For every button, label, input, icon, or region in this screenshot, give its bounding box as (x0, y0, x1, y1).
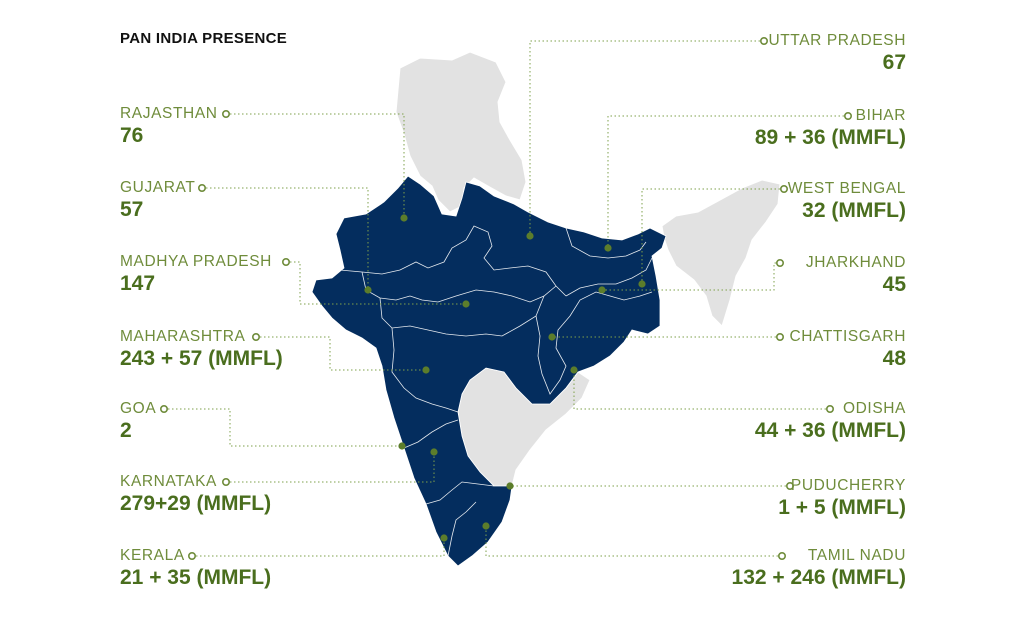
state-name: TAMIL NADU (807, 547, 906, 564)
label-maharashtra: MAHARASHTRA 243 + 57 (MMFL) (120, 328, 283, 372)
state-count: 76 (120, 124, 144, 147)
state-count: 2 (120, 419, 132, 442)
state-name: RAJASTHAN (120, 105, 218, 122)
label-madhya-pradesh: MADHYA PRADESH 147 (120, 253, 272, 297)
state-count: 48 (882, 347, 906, 370)
label-tamil-nadu: TAMIL NADU 132 + 246 (MMFL) (732, 547, 906, 591)
state-count: 89 + 36 (MMFL) (754, 126, 906, 149)
state-name: BIHAR (855, 107, 906, 124)
state-name: MADHYA PRADESH (120, 253, 272, 270)
state-name: KARNATAKA (120, 473, 217, 490)
state-count: 67 (882, 51, 906, 74)
state-name: GUJARAT (120, 179, 196, 196)
state-count: 279+29 (MMFL) (120, 492, 272, 515)
label-puducherry: PUDUCHERRY 1 + 5 (MMFL) (778, 477, 906, 521)
north-region-shape (395, 51, 527, 213)
label-gujarat: GUJARAT 57 (120, 179, 195, 223)
label-bihar: BIHAR 89 + 36 (MMFL) (755, 107, 906, 151)
state-name: KERALA (120, 547, 185, 564)
state-count: 147 (120, 272, 156, 295)
label-west-bengal: WEST BENGAL 32 (MMFL) (788, 180, 906, 224)
state-count: 44 + 36 (MMFL) (754, 419, 906, 442)
label-jharkhand: JHARKHAND 45 (806, 254, 906, 298)
label-chattisgarh: CHATTISGARH 48 (789, 328, 906, 372)
state-name: CHATTISGARH (789, 328, 906, 345)
label-kerala: KERALA 21 + 35 (MMFL) (120, 547, 271, 591)
state-count: 243 + 57 (MMFL) (120, 347, 283, 370)
state-count: 1 + 5 (MMFL) (778, 496, 906, 519)
state-name: UTTAR PRADESH (768, 32, 906, 49)
state-count: 57 (120, 198, 144, 221)
state-count: 132 + 246 (MMFL) (731, 566, 906, 589)
state-name: ODISHA (842, 400, 906, 417)
northeast-region-shape (661, 179, 781, 327)
label-odisha: ODISHA 44 + 36 (MMFL) (755, 400, 906, 444)
state-name: MAHARASHTRA (120, 328, 246, 345)
state-count: 32 (MMFL) (802, 199, 906, 222)
label-uttar-pradesh: UTTAR PRADESH 67 (768, 32, 906, 76)
label-goa: GOA 2 (120, 400, 156, 444)
label-rajasthan: RAJASTHAN 76 (120, 105, 218, 149)
state-name: PUDUCHERRY (790, 477, 906, 494)
state-count: 45 (882, 273, 906, 296)
state-name: JHARKHAND (805, 254, 906, 271)
state-name: WEST BENGAL (787, 180, 906, 197)
page-title: PAN INDIA PRESENCE (120, 30, 288, 47)
state-count: 21 + 35 (MMFL) (120, 566, 272, 589)
label-karnataka: KARNATAKA 279+29 (MMFL) (120, 473, 271, 517)
state-name: GOA (120, 400, 157, 417)
